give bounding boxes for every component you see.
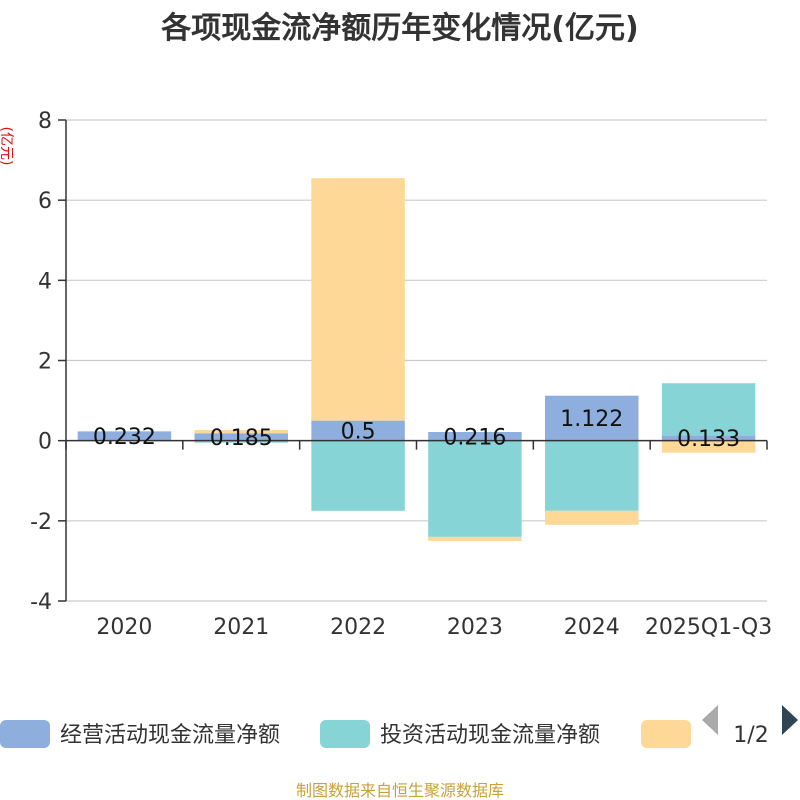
y-tick-label: 6 [38, 189, 52, 214]
bar-segment[interactable] [194, 440, 288, 443]
bar-segment[interactable] [545, 510, 639, 525]
bar-segment[interactable] [194, 430, 288, 434]
y-tick-label: 2 [38, 350, 52, 375]
bar-data-label: 0.216 [443, 425, 506, 450]
bar-segment[interactable] [77, 431, 172, 441]
y-tick-label: 8 [38, 109, 52, 134]
bar-segment[interactable] [545, 395, 639, 441]
grid-lines [66, 119, 767, 602]
bar-segment[interactable] [661, 383, 756, 436]
bars-layer [77, 178, 756, 541]
legend-swatch[interactable] [641, 720, 691, 748]
bar-segment[interactable] [311, 440, 405, 511]
legend-pager: 1/2 [702, 705, 798, 748]
y-axis-unit-label: (亿元) [0, 127, 14, 166]
data-source-note: 制图数据来自恒生聚源数据库 [296, 781, 504, 800]
x-category-label: 2020 [96, 615, 152, 640]
legend-item-label[interactable]: 投资活动现金流量净额 [380, 723, 600, 748]
y-tick-label: 4 [38, 269, 52, 294]
bar-segment[interactable] [194, 433, 288, 441]
bar-segment[interactable] [661, 440, 756, 453]
chart-title: 各项现金流净额历年变化情况(亿元) [160, 11, 638, 46]
bar-segment[interactable] [428, 432, 522, 441]
legend: 经营活动现金流量净额 投资活动现金流量净额 [0, 720, 691, 748]
y-tick-label: -2 [30, 510, 52, 535]
legend-prev-page-icon[interactable] [702, 705, 718, 735]
legend-page-indicator: 1/2 [733, 723, 768, 748]
y-tick-label: -4 [30, 590, 52, 615]
bar-segment[interactable] [428, 536, 522, 541]
bar-segment[interactable] [428, 440, 522, 537]
axes-layer: -4 -2 0 2 4 6 8 2020 2021 2022 2023 2024 2025Q1-Q3 [30, 109, 772, 640]
bar-segment[interactable] [661, 435, 756, 441]
x-category-label: 2023 [447, 615, 503, 640]
bar-data-label: 0.133 [677, 427, 740, 452]
legend-swatch[interactable] [0, 720, 50, 748]
x-category-label: 2025Q1-Q3 [645, 615, 772, 640]
legend-item-label[interactable]: 经营活动现金流量净额 [60, 723, 280, 748]
bar-data-label: 0.5 [341, 420, 376, 445]
bar-segment[interactable] [545, 440, 639, 511]
bar-data-label: 0.185 [210, 426, 273, 451]
x-category-label: 2022 [330, 615, 386, 640]
legend-swatch[interactable] [320, 720, 370, 748]
legend-next-page-icon[interactable] [782, 705, 798, 735]
bar-segment[interactable] [311, 178, 405, 421]
bar-data-label: 1.122 [560, 407, 623, 432]
bar-data-label: 0.232 [93, 425, 156, 450]
x-category-label: 2021 [213, 615, 269, 640]
data-labels-layer: 0.232 0.185 0.5 0.216 1.122 0.133 [93, 407, 740, 452]
x-category-label: 2024 [564, 615, 620, 640]
bar-segment[interactable] [311, 420, 405, 441]
y-tick-label: 0 [38, 430, 52, 455]
